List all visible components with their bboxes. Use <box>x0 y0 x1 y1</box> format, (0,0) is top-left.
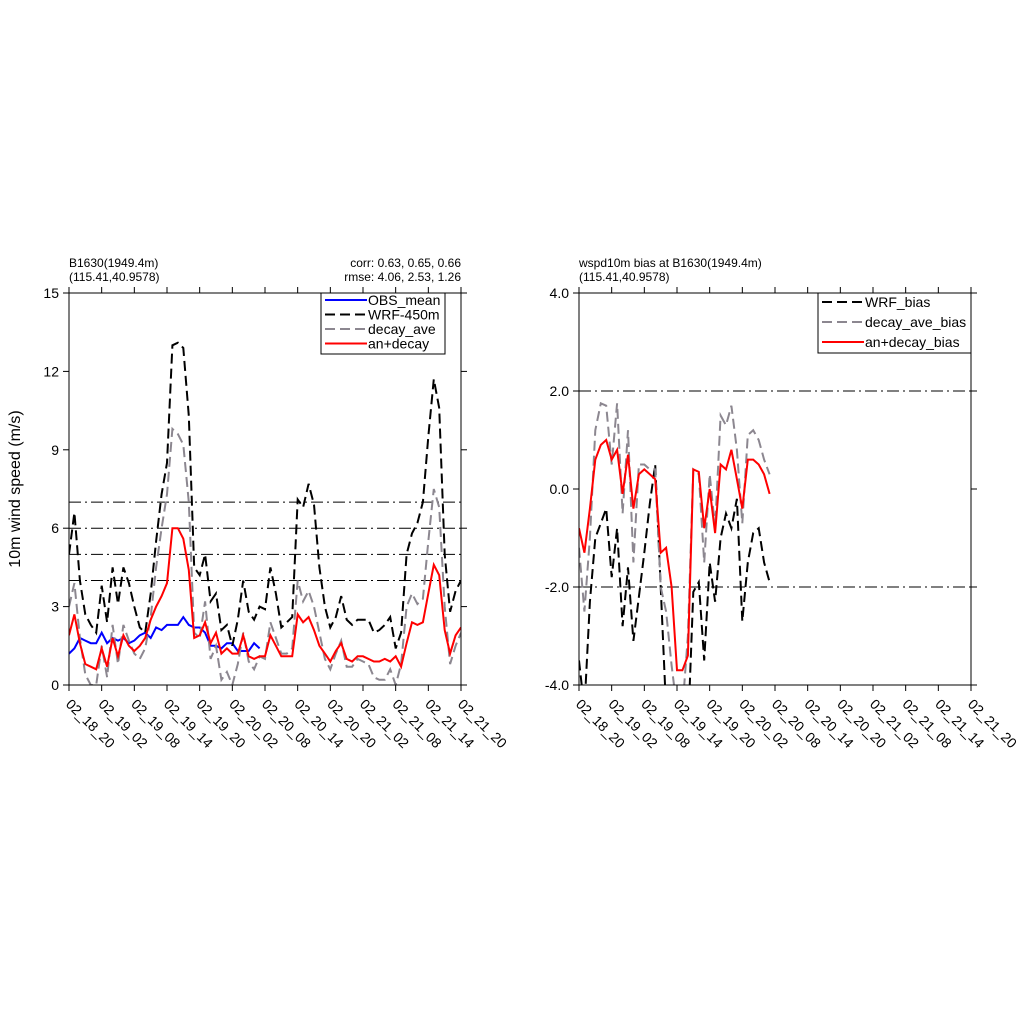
annotation: corr: 0.63, 0.65, 0.66 <box>350 256 461 270</box>
y-tick-label: 15 <box>43 285 59 301</box>
chart-title: (115.41,40.9578) <box>69 270 160 284</box>
series-line <box>69 615 261 655</box>
y-tick-label: 3 <box>51 599 59 615</box>
legend-label: an+decay <box>368 336 429 352</box>
plot-frame <box>68 292 462 686</box>
series-line <box>69 527 461 671</box>
y-tick-label: 4.0 <box>550 285 570 301</box>
series-line <box>69 426 461 685</box>
legend-label: WRF_bias <box>865 294 930 310</box>
y-tick-label: 0.0 <box>550 481 570 497</box>
legend-label: decay_ave <box>368 321 436 337</box>
plot-frame <box>578 292 972 686</box>
legend-label: WRF-450m <box>368 307 440 323</box>
annotation: rmse: 4.06, 2.53, 1.26 <box>344 270 461 284</box>
legend-label: an+decay_bias <box>865 334 960 350</box>
series-line <box>579 464 771 685</box>
legend-label: decay_ave_bias <box>865 314 966 330</box>
series-line <box>579 438 771 672</box>
y-tick-label: 6 <box>51 520 59 536</box>
plot-area <box>69 341 461 685</box>
y-tick-label: 0 <box>51 677 59 693</box>
y-tick-label: 9 <box>51 442 59 458</box>
y-tick-label: -4.0 <box>545 677 569 693</box>
y-tick-label: 2.0 <box>550 383 570 399</box>
y-tick-label: -2.0 <box>545 579 569 595</box>
chart-title: wspd10m bias at B1630(1949.4m) <box>578 256 762 270</box>
chart-title: (115.41,40.9578) <box>579 270 670 284</box>
y-axis-label: 10m wind speed (m/s) <box>7 410 24 567</box>
plot-area <box>579 401 771 685</box>
y-tick-label: 12 <box>43 363 59 379</box>
legend-label: OBS_mean <box>368 292 440 308</box>
chart-title: B1630(1949.4m) <box>69 256 158 270</box>
series-line <box>69 341 461 649</box>
